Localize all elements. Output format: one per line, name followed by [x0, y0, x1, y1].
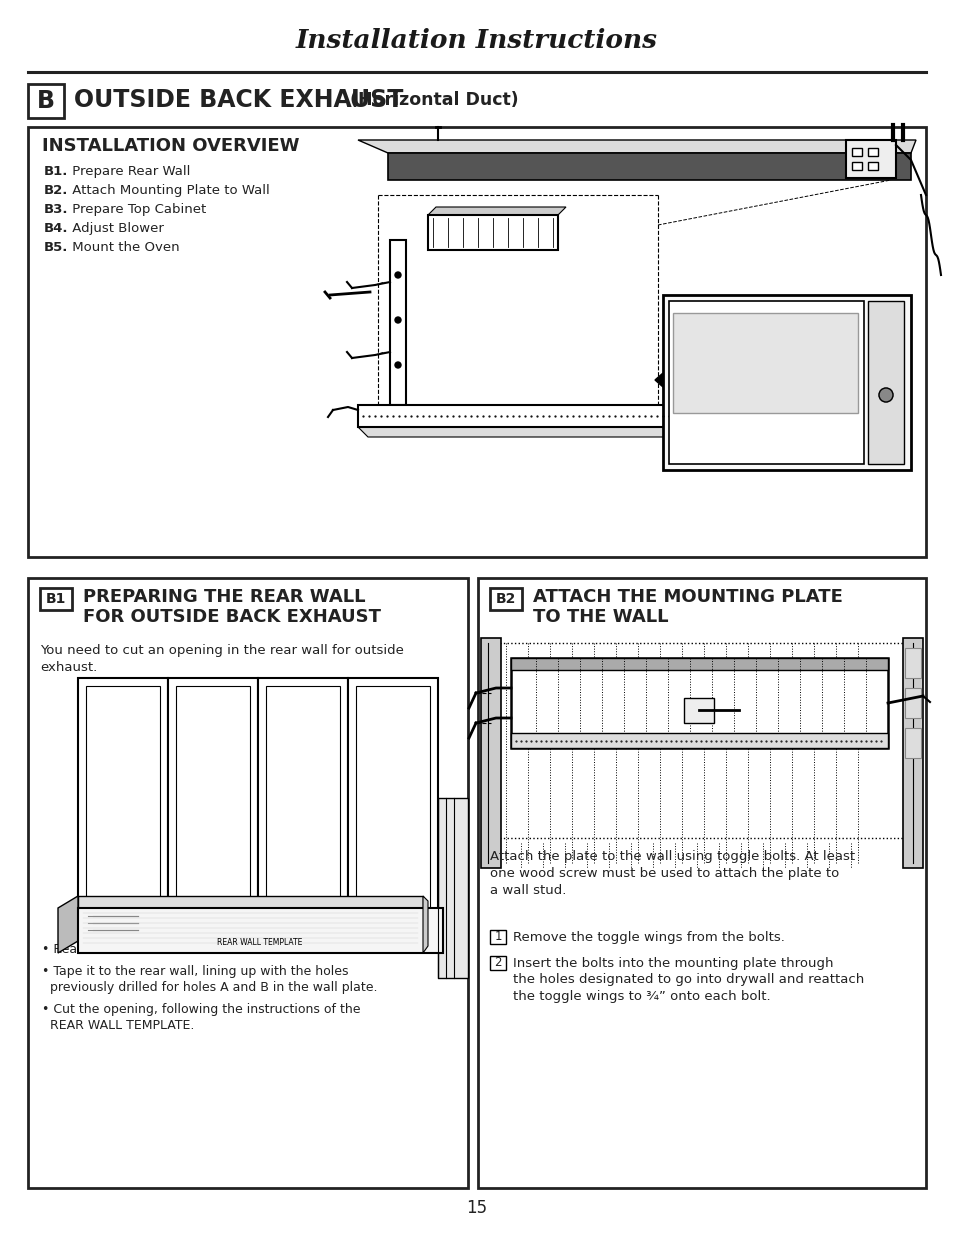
Text: Attach the plate to the wall using toggle bolts. At least
one wood screw must be: Attach the plate to the wall using toggl…: [490, 850, 854, 897]
FancyBboxPatch shape: [511, 734, 887, 748]
FancyBboxPatch shape: [168, 678, 257, 918]
Text: (Horizontal Duct): (Horizontal Duct): [344, 91, 518, 109]
FancyBboxPatch shape: [28, 84, 64, 119]
Polygon shape: [58, 897, 78, 953]
FancyBboxPatch shape: [40, 588, 71, 610]
Text: • Read the instructions on the REAR WALL TEMPLATE.: • Read the instructions on the REAR WALL…: [42, 944, 378, 956]
Text: B2: B2: [496, 592, 516, 606]
Polygon shape: [437, 798, 468, 978]
FancyBboxPatch shape: [477, 578, 925, 1188]
FancyBboxPatch shape: [904, 648, 920, 678]
Text: B3.: B3.: [44, 203, 69, 216]
Text: B1.: B1.: [44, 165, 69, 178]
Text: Insert the bolts into the mounting plate through
the holes designated to go into: Insert the bolts into the mounting plate…: [513, 957, 863, 1003]
FancyBboxPatch shape: [867, 148, 877, 156]
Text: B4.: B4.: [44, 222, 69, 235]
Text: ATTACH THE MOUNTING PLATE: ATTACH THE MOUNTING PLATE: [533, 588, 842, 606]
Polygon shape: [480, 638, 500, 868]
FancyBboxPatch shape: [490, 956, 505, 969]
Text: B2.: B2.: [44, 184, 69, 198]
Text: FOR OUTSIDE BACK EXHAUST: FOR OUTSIDE BACK EXHAUST: [83, 608, 380, 626]
FancyBboxPatch shape: [78, 908, 442, 953]
Text: Prepare Rear Wall: Prepare Rear Wall: [68, 165, 191, 178]
FancyBboxPatch shape: [428, 215, 558, 249]
Text: TO THE WALL: TO THE WALL: [533, 608, 668, 626]
Text: Prepare Top Cabinet: Prepare Top Cabinet: [68, 203, 206, 216]
Text: B1: B1: [46, 592, 66, 606]
Circle shape: [395, 272, 400, 278]
FancyBboxPatch shape: [683, 698, 713, 722]
FancyBboxPatch shape: [348, 678, 437, 918]
Text: 15: 15: [466, 1199, 487, 1216]
FancyBboxPatch shape: [78, 678, 168, 918]
Text: 2: 2: [494, 956, 501, 969]
FancyBboxPatch shape: [845, 140, 895, 178]
Circle shape: [395, 317, 400, 324]
FancyBboxPatch shape: [511, 658, 887, 748]
FancyBboxPatch shape: [86, 685, 160, 910]
Text: • Tape it to the rear wall, lining up with the holes
  previously drilled for ho: • Tape it to the rear wall, lining up wi…: [42, 965, 377, 994]
FancyBboxPatch shape: [357, 405, 702, 427]
Text: B: B: [37, 89, 55, 112]
Text: B5.: B5.: [44, 241, 69, 254]
FancyBboxPatch shape: [851, 148, 862, 156]
FancyBboxPatch shape: [78, 678, 437, 918]
Text: PREPARING THE REAR WALL: PREPARING THE REAR WALL: [83, 588, 365, 606]
Polygon shape: [428, 207, 565, 215]
FancyBboxPatch shape: [904, 727, 920, 758]
Text: REAR WALL TEMPLATE: REAR WALL TEMPLATE: [217, 939, 302, 947]
FancyBboxPatch shape: [28, 578, 468, 1188]
FancyBboxPatch shape: [662, 295, 910, 471]
Text: You need to cut an opening in the rear wall for outside
exhaust.: You need to cut an opening in the rear w…: [40, 643, 403, 674]
Text: INSTALLATION OVERVIEW: INSTALLATION OVERVIEW: [42, 137, 299, 156]
FancyBboxPatch shape: [668, 301, 863, 464]
Polygon shape: [357, 140, 915, 153]
Polygon shape: [902, 638, 923, 868]
Polygon shape: [655, 373, 662, 387]
Text: Installation Instructions: Installation Instructions: [295, 28, 658, 53]
FancyBboxPatch shape: [28, 127, 925, 557]
FancyBboxPatch shape: [490, 588, 521, 610]
FancyBboxPatch shape: [904, 688, 920, 718]
Text: • Cut the opening, following the instructions of the
  REAR WALL TEMPLATE.: • Cut the opening, following the instruc…: [42, 1003, 360, 1032]
Polygon shape: [422, 897, 428, 953]
Text: Remove the toggle wings from the bolts.: Remove the toggle wings from the bolts.: [513, 931, 784, 944]
Circle shape: [395, 362, 400, 368]
Text: 1: 1: [494, 930, 501, 944]
FancyBboxPatch shape: [490, 930, 505, 944]
Text: Attach Mounting Plate to Wall: Attach Mounting Plate to Wall: [68, 184, 270, 198]
FancyBboxPatch shape: [257, 678, 348, 918]
FancyBboxPatch shape: [867, 162, 877, 170]
FancyBboxPatch shape: [355, 685, 430, 910]
Polygon shape: [388, 153, 910, 180]
FancyBboxPatch shape: [672, 312, 857, 412]
FancyBboxPatch shape: [851, 162, 862, 170]
FancyBboxPatch shape: [266, 685, 339, 910]
Text: OUTSIDE BACK EXHAUST: OUTSIDE BACK EXHAUST: [74, 88, 403, 112]
FancyBboxPatch shape: [175, 685, 250, 910]
Text: Mount the Oven: Mount the Oven: [68, 241, 179, 254]
Text: Adjust Blower: Adjust Blower: [68, 222, 164, 235]
FancyBboxPatch shape: [867, 301, 903, 464]
Circle shape: [878, 388, 892, 403]
FancyBboxPatch shape: [390, 240, 406, 405]
Polygon shape: [78, 897, 422, 908]
FancyBboxPatch shape: [511, 658, 887, 671]
Polygon shape: [357, 427, 712, 437]
